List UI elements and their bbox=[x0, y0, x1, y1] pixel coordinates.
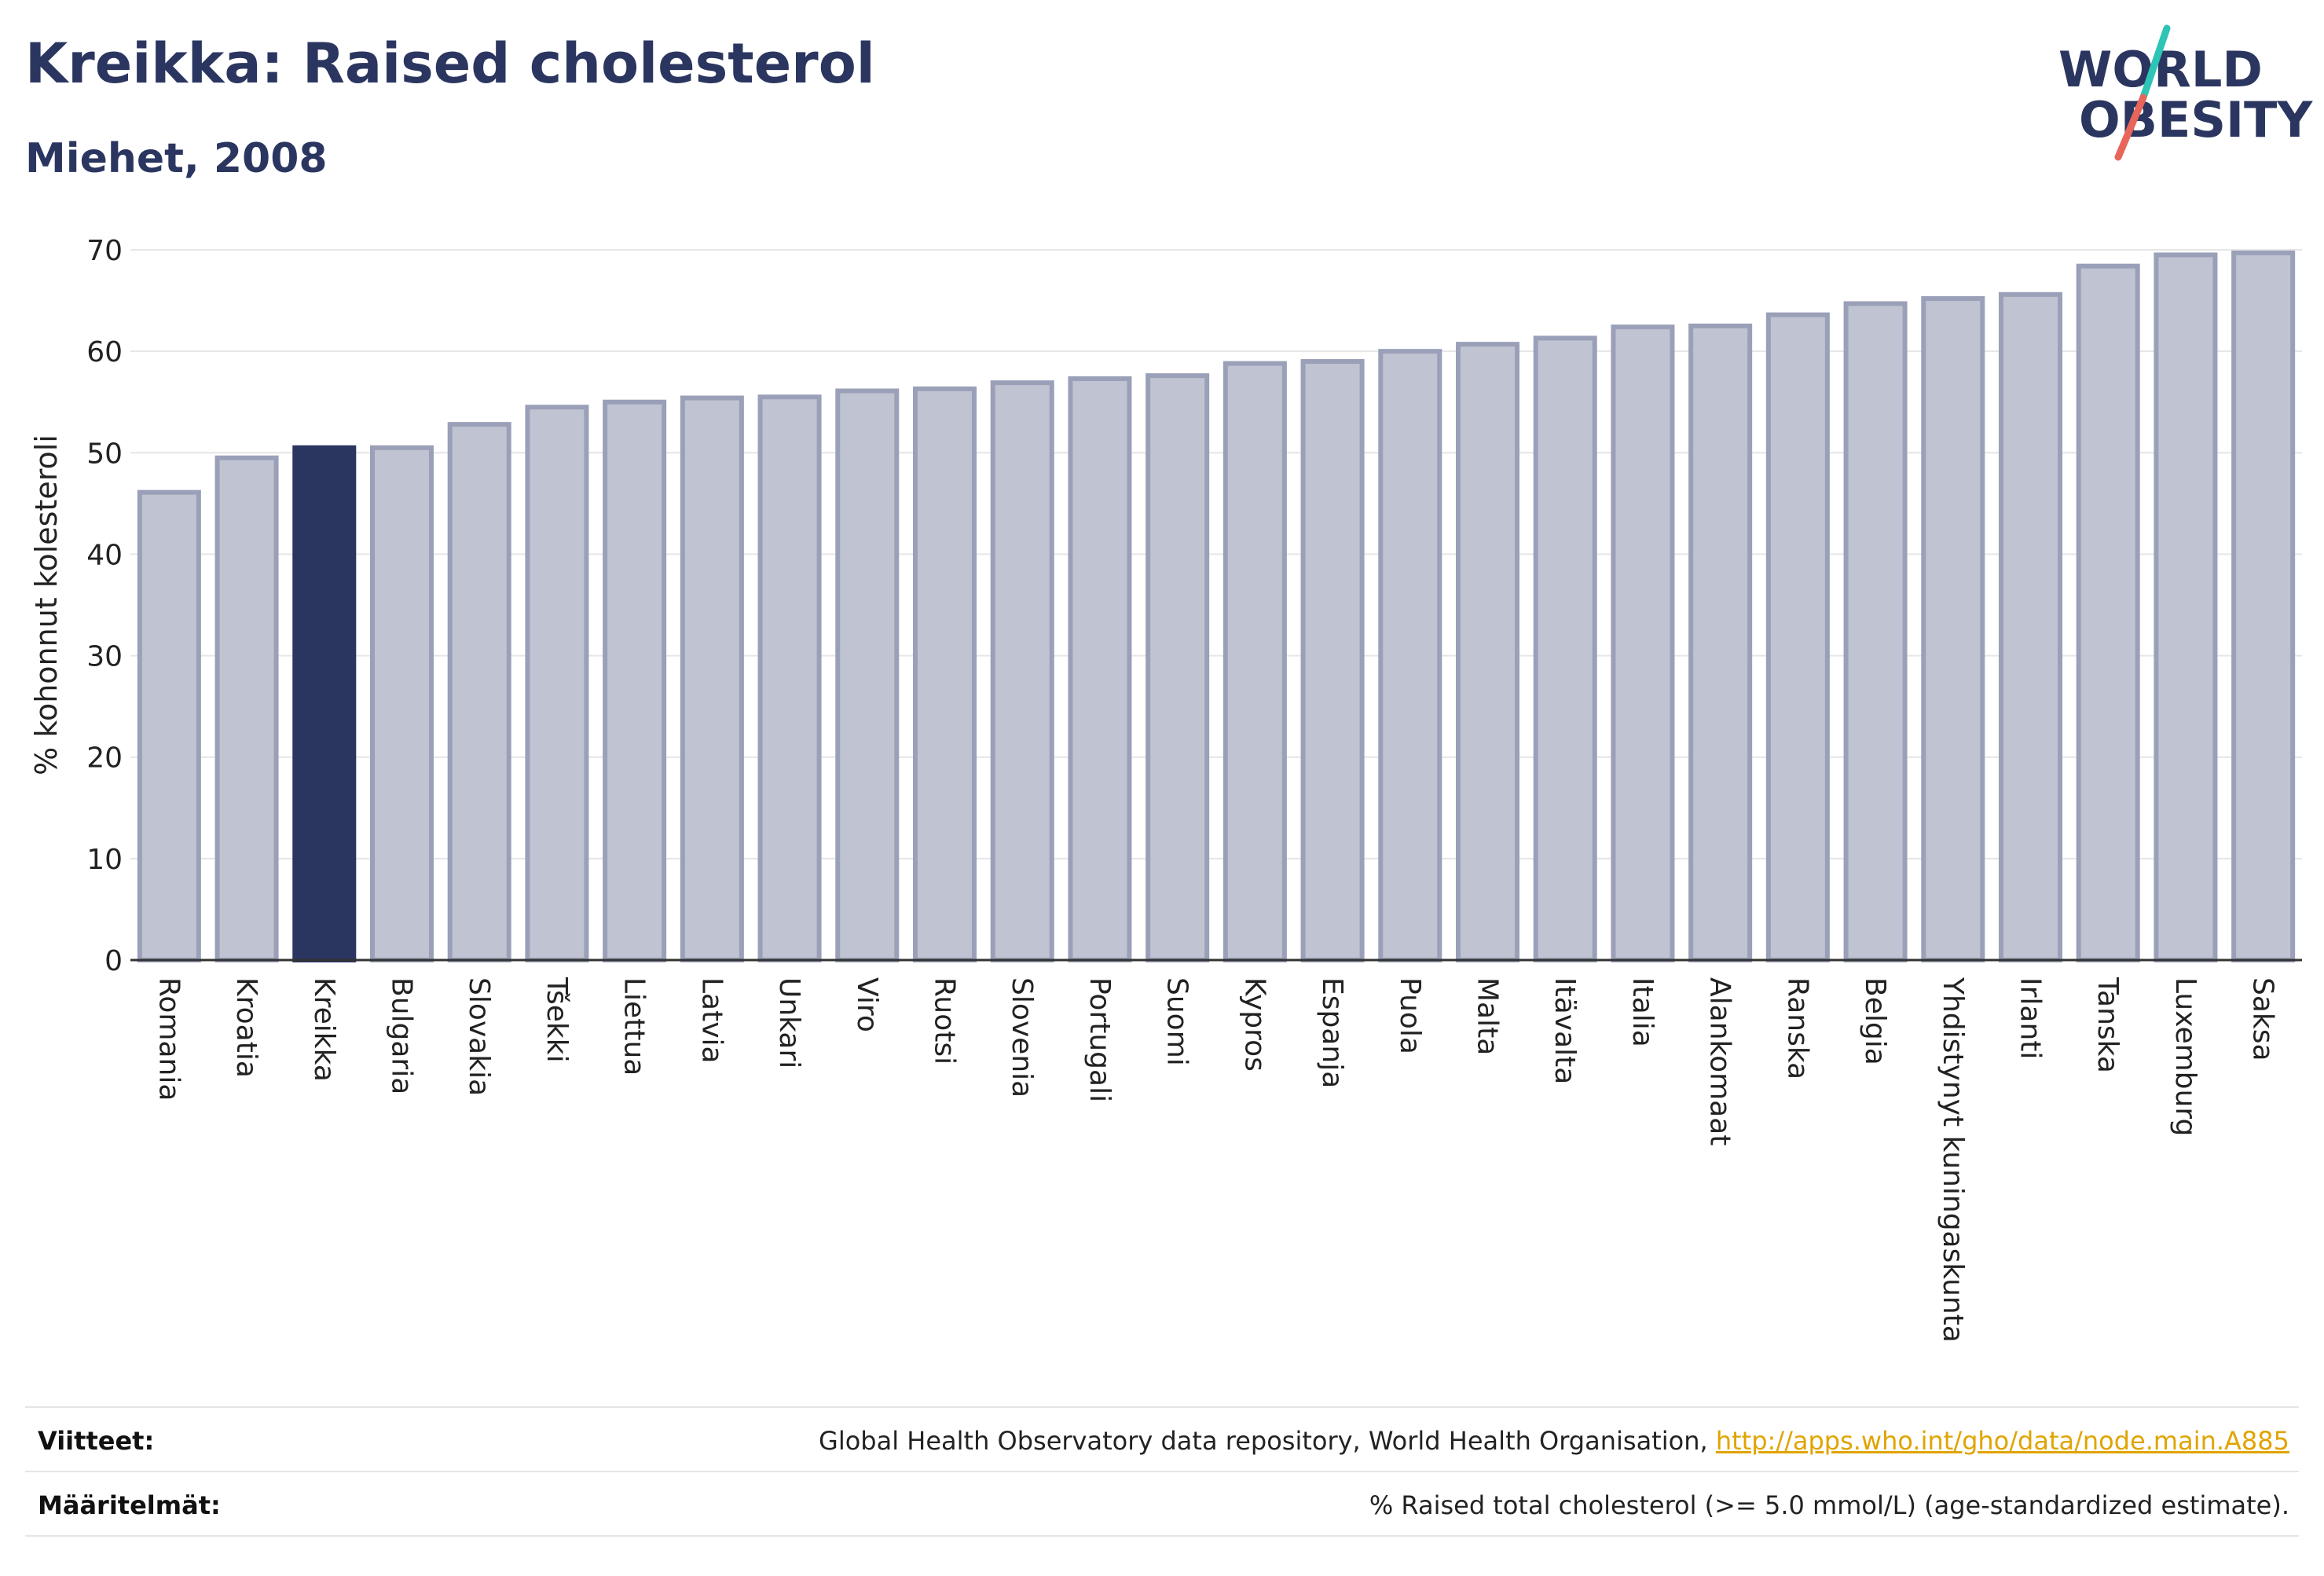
x-tick-label: Kroatia bbox=[230, 977, 262, 1078]
bar bbox=[757, 394, 822, 962]
footer-divider bbox=[25, 1535, 2299, 1537]
x-tick-label: Liettua bbox=[618, 977, 651, 1076]
x-tick-label: Portugali bbox=[1083, 977, 1116, 1102]
bar bbox=[1378, 349, 1442, 962]
y-tick-label: 0 bbox=[104, 945, 123, 977]
bar bbox=[835, 388, 900, 963]
x-tick-label: Yhdistynyt kuningaskunta bbox=[1937, 977, 1969, 1343]
x-tick-label: Malta bbox=[1472, 977, 1504, 1055]
logo-line2: OBESITY bbox=[2079, 91, 2313, 148]
definitions-label: Määritelmät: bbox=[38, 1490, 221, 1520]
x-tick-label: Suomi bbox=[1161, 977, 1193, 1066]
y-tick-label: 20 bbox=[86, 742, 123, 775]
logo-slash-icon bbox=[2114, 24, 2171, 161]
y-tick-label: 30 bbox=[86, 641, 123, 673]
x-tick-label: Saksa bbox=[2247, 977, 2279, 1061]
bar bbox=[137, 489, 201, 962]
references-text: Global Health Observatory data repositor… bbox=[819, 1426, 1716, 1456]
bar bbox=[214, 455, 279, 962]
x-tick-label: Puola bbox=[1394, 977, 1426, 1054]
y-tick-label: 50 bbox=[86, 438, 123, 470]
x-tick-label: Tšekki bbox=[541, 977, 573, 1063]
bar-chart: 0 10 20 30 40 50 60 70 % kohonnut kolesteroli Rom… bbox=[29, 235, 2302, 1343]
x-tick-label: Kreikka bbox=[308, 977, 340, 1082]
references-label: Viitteet: bbox=[38, 1426, 155, 1456]
bar bbox=[2231, 250, 2296, 963]
bar bbox=[525, 405, 589, 962]
bar bbox=[1688, 323, 1753, 963]
bar bbox=[292, 445, 357, 962]
bar bbox=[1921, 295, 1985, 962]
x-tick-label: Luxemburg bbox=[2169, 977, 2201, 1136]
x-tick-label: Itävalta bbox=[1549, 977, 1581, 1084]
x-tick-label: Romania bbox=[152, 977, 185, 1101]
bar bbox=[2154, 252, 2218, 962]
y-tick-label: 70 bbox=[86, 235, 123, 267]
bar bbox=[1222, 361, 1287, 962]
footer-divider bbox=[25, 1471, 2299, 1472]
bar bbox=[912, 386, 977, 962]
x-tick-label: Tanska bbox=[2091, 977, 2124, 1073]
footer-divider bbox=[25, 1406, 2299, 1408]
x-tick-label: Italia bbox=[1626, 977, 1659, 1047]
x-tick-label: Ruotsi bbox=[929, 977, 961, 1065]
y-tick-label: 40 bbox=[86, 539, 123, 571]
bar bbox=[990, 380, 1054, 963]
bar bbox=[369, 445, 434, 962]
x-tick-label: Slovakia bbox=[463, 977, 495, 1096]
bar bbox=[1765, 312, 1830, 962]
definitions-text: % Raised total cholesterol (>= 5.0 mmol/… bbox=[1369, 1490, 2289, 1520]
chart-title: Kreikka: Raised cholesterol bbox=[25, 31, 875, 96]
bar bbox=[1068, 376, 1132, 962]
x-tick-label: Slovenia bbox=[1006, 977, 1038, 1098]
x-tick-label: Ranska bbox=[1781, 977, 1813, 1079]
x-tick-label: Alankomaat bbox=[1704, 977, 1736, 1145]
bar bbox=[1300, 359, 1365, 962]
bar bbox=[447, 422, 511, 962]
chart-subtitle: Miehet, 2008 bbox=[25, 135, 328, 182]
bar bbox=[1146, 373, 1210, 962]
x-tick-label: Espanja bbox=[1316, 977, 1348, 1088]
world-obesity-logo: WORLD OBESITY bbox=[2051, 22, 2313, 163]
bar bbox=[680, 395, 744, 962]
bar bbox=[1533, 335, 1597, 962]
y-tick-label: 60 bbox=[86, 336, 123, 368]
bar bbox=[1998, 291, 2063, 962]
y-tick-label: 10 bbox=[86, 844, 123, 876]
references-link[interactable]: http://apps.who.int/gho/data/node.main.A… bbox=[1715, 1426, 2289, 1456]
x-tick-label: Viro bbox=[851, 977, 883, 1032]
bar bbox=[2076, 263, 2140, 963]
bar bbox=[1455, 342, 1520, 962]
bar bbox=[1611, 324, 1675, 962]
x-tick-label: Belgia bbox=[1859, 977, 1891, 1065]
x-tick-label: Kypros bbox=[1238, 977, 1270, 1072]
x-tick-label: Latvia bbox=[695, 977, 728, 1064]
references-value: Global Health Observatory data repositor… bbox=[819, 1426, 2289, 1456]
y-axis-label: % kohonnut kolesteroli bbox=[29, 434, 64, 775]
bar bbox=[1843, 301, 1908, 962]
x-tick-label: Irlanti bbox=[2014, 977, 2047, 1059]
bar bbox=[603, 399, 667, 962]
x-tick-label: Bulgaria bbox=[386, 977, 418, 1094]
x-tick-label: Unkari bbox=[773, 977, 805, 1068]
